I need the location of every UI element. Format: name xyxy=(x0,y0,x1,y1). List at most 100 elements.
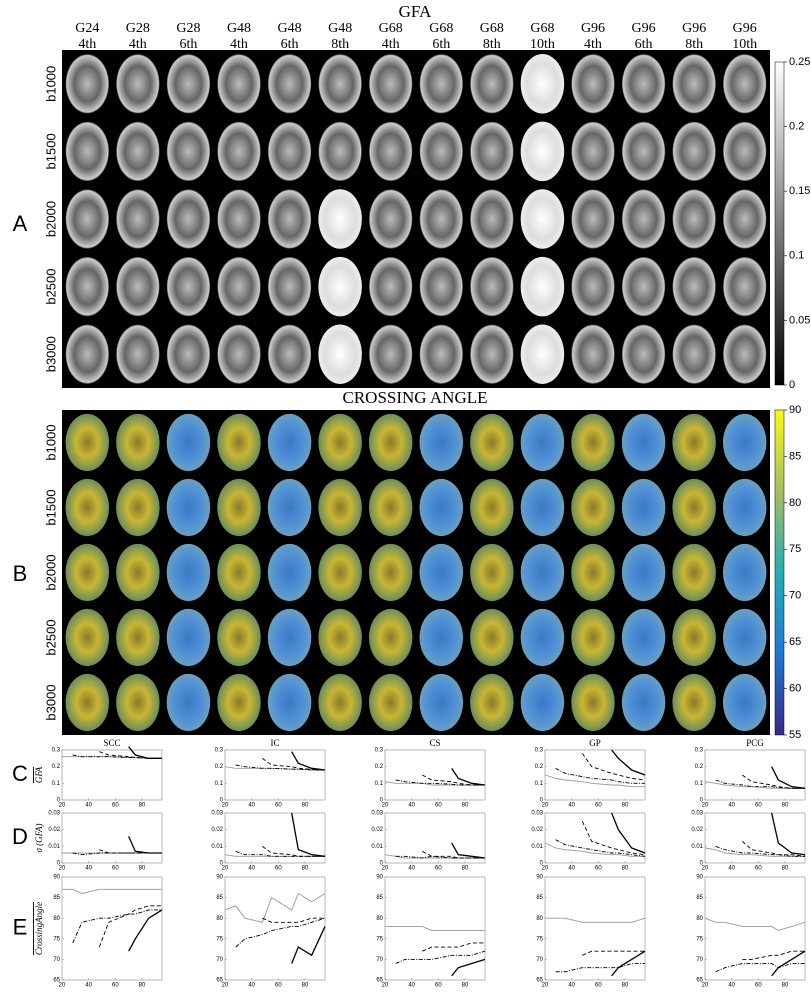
brain-image xyxy=(470,324,513,383)
brain-image xyxy=(318,122,361,181)
brain-image xyxy=(217,257,260,316)
brain-image xyxy=(672,609,715,666)
x-tick-label: 20 xyxy=(59,866,66,872)
colorbar-tick-label: 75 xyxy=(789,543,801,555)
y-tick-label: 0.03 xyxy=(531,811,543,817)
column-label: 4th xyxy=(129,37,147,52)
brain-image xyxy=(571,122,614,181)
x-tick-label: 80 xyxy=(462,803,469,809)
row-label: b1000 xyxy=(43,66,58,102)
colorbar-tick-label: 0.05 xyxy=(789,314,810,326)
x-tick-label: 60 xyxy=(275,866,282,872)
y-tick-label: 90 xyxy=(376,875,383,881)
brain-image xyxy=(268,122,311,181)
y-tick-label: 0.2 xyxy=(535,764,544,770)
brain-image xyxy=(470,122,513,181)
column-label: 4th xyxy=(230,37,248,52)
y-tick-label: 80 xyxy=(696,916,703,922)
panel-label: C xyxy=(12,761,28,786)
brain-image xyxy=(268,189,311,248)
panel-label: E xyxy=(13,914,28,939)
brain-image xyxy=(622,54,665,113)
brain-image xyxy=(268,414,311,471)
brain-image xyxy=(217,189,260,248)
panel-label: A xyxy=(13,211,28,236)
brain-image xyxy=(420,674,463,731)
column-label: G68 xyxy=(429,21,453,36)
brain-image xyxy=(723,189,766,248)
x-tick-label: 80 xyxy=(139,866,146,872)
brain-image xyxy=(217,544,260,601)
brain-image xyxy=(571,544,614,601)
column-label: G96 xyxy=(733,21,757,36)
brain-image xyxy=(116,674,159,731)
brain-image xyxy=(470,414,513,471)
x-tick-label: 20 xyxy=(59,803,66,809)
brain-image xyxy=(66,609,109,666)
brain-image xyxy=(672,54,715,113)
brain-image xyxy=(66,414,109,471)
x-tick-label: 40 xyxy=(408,803,415,809)
colorbar-tick-label: 80 xyxy=(789,497,801,509)
plot-frame xyxy=(705,750,805,800)
x-tick-label: 40 xyxy=(85,803,92,809)
brain-image xyxy=(116,189,159,248)
brain-image xyxy=(268,257,311,316)
y-tick-label: 70 xyxy=(53,957,60,963)
x-tick-label: 60 xyxy=(435,983,442,989)
y-tick-label: 90 xyxy=(696,875,703,881)
column-label: 6th xyxy=(281,37,299,52)
row-label: b1500 xyxy=(43,489,58,525)
brain-image xyxy=(723,324,766,383)
colorbar-tick-label: 85 xyxy=(789,450,801,462)
x-tick-label: 80 xyxy=(782,866,789,872)
x-tick-label: 20 xyxy=(222,803,229,809)
brain-image xyxy=(318,189,361,248)
x-tick-label: 60 xyxy=(275,803,282,809)
brain-image xyxy=(622,479,665,536)
colorbar-tick-label: 70 xyxy=(789,590,801,602)
row-label: b2000 xyxy=(43,201,58,237)
column-label: 4th xyxy=(382,37,400,52)
y-tick-label: 0.1 xyxy=(215,781,224,787)
x-tick-label: 80 xyxy=(782,983,789,989)
x-tick-label: 80 xyxy=(302,983,309,989)
brain-image xyxy=(420,544,463,601)
y-tick-label: 80 xyxy=(536,916,543,922)
plot-frame xyxy=(705,877,805,980)
plot-title: IC xyxy=(271,738,280,748)
brain-image xyxy=(369,674,412,731)
brain-image xyxy=(723,122,766,181)
brain-image xyxy=(470,674,513,731)
brain-image xyxy=(521,122,564,181)
column-label: G96 xyxy=(581,21,605,36)
colorbar-tick-label: 60 xyxy=(789,682,801,694)
plot-frame xyxy=(225,813,325,863)
x-tick-label: 60 xyxy=(112,803,119,809)
brain-image xyxy=(66,189,109,248)
y-tick-label: 0.2 xyxy=(695,764,704,770)
x-tick-label: 40 xyxy=(728,983,735,989)
brain-image xyxy=(420,122,463,181)
y-tick-label: 0.3 xyxy=(695,748,704,754)
colorbar-tick-label: 0.15 xyxy=(789,185,810,197)
x-tick-label: 40 xyxy=(248,866,255,872)
y-tick-label: 85 xyxy=(696,895,703,901)
brain-image xyxy=(318,54,361,113)
column-label: 6th xyxy=(635,37,653,52)
brain-image xyxy=(723,674,766,731)
column-label: G96 xyxy=(682,21,706,36)
column-label: 6th xyxy=(179,37,197,52)
brain-image xyxy=(66,324,109,383)
brain-image xyxy=(369,257,412,316)
column-label: 8th xyxy=(483,37,501,52)
brain-image xyxy=(369,414,412,471)
brain-image xyxy=(672,544,715,601)
y-tick-label: 0.2 xyxy=(215,764,224,770)
plot-frame xyxy=(62,813,162,863)
x-tick-label: 60 xyxy=(595,866,602,872)
x-tick-label: 20 xyxy=(702,983,709,989)
brain-image xyxy=(420,257,463,316)
brain-image xyxy=(470,479,513,536)
x-tick-label: 20 xyxy=(542,866,549,872)
